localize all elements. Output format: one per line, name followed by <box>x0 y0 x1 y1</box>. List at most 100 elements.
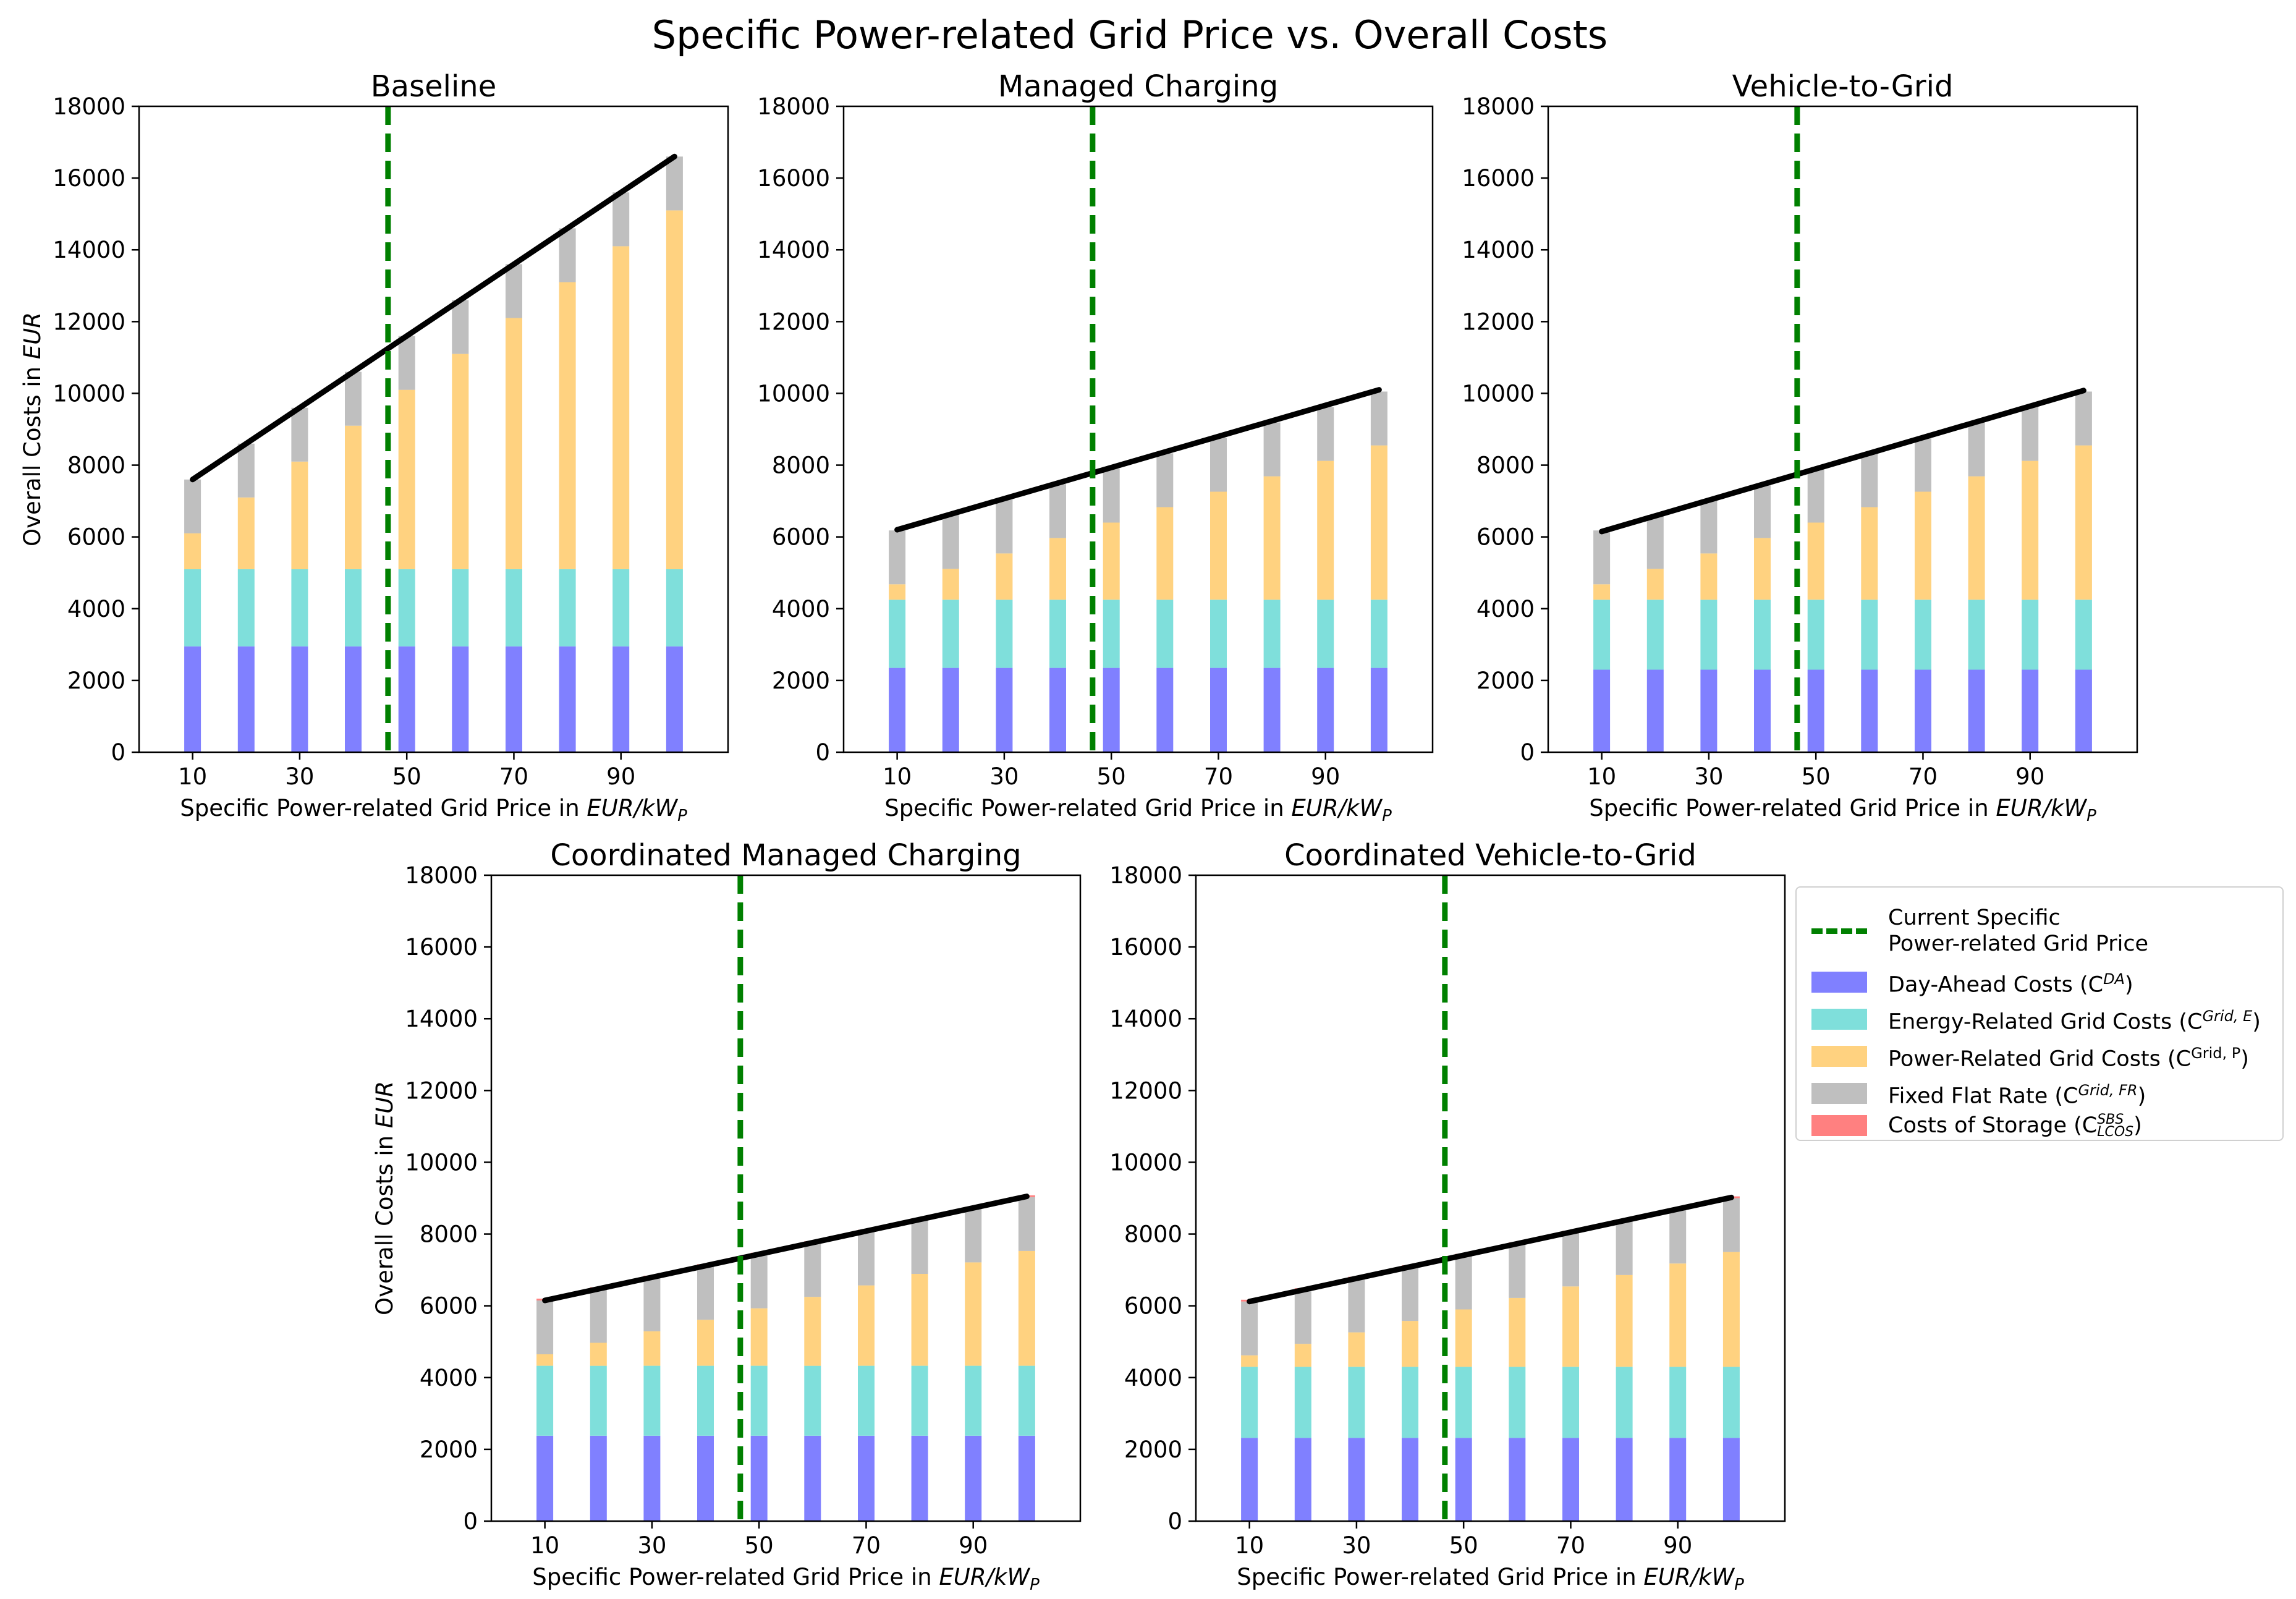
y-tick-label: 4000 <box>1124 1365 1182 1391</box>
bar-power-grid <box>559 282 576 569</box>
bar-power-grid <box>1722 1252 1740 1367</box>
y-tick-label: 8000 <box>1476 452 1535 479</box>
bar-energy-grid <box>1455 1367 1472 1438</box>
bar-fixed-flat <box>1562 1232 1579 1287</box>
total-cost-line <box>894 387 1382 533</box>
y-tick-label: 18000 <box>1462 93 1535 120</box>
bar-fixed-flat <box>184 479 201 533</box>
bar-energy-grid <box>1241 1367 1258 1438</box>
bar-fixed-flat <box>1156 453 1174 507</box>
plot-frame <box>842 105 1434 753</box>
bar-day-ahead <box>1616 1438 1633 1521</box>
figure-title: Specific Power-related Grid Price vs. Ov… <box>652 12 1608 57</box>
bar-fixed-flat <box>697 1266 714 1320</box>
bar-energy-grid <box>1317 600 1334 668</box>
bar-day-ahead <box>536 1435 554 1521</box>
bar-day-ahead <box>911 1435 928 1521</box>
x-tick-label: 50 <box>392 763 421 790</box>
legend-label-energy-grid: Energy-Related Grid Costs (CGrid, E) <box>1888 1007 2261 1035</box>
bar-power-grid <box>1370 445 1387 600</box>
bar-energy-grid <box>643 1365 661 1436</box>
legend-item-fixed-flat: Fixed Flat Rate (CGrid, FR) <box>1811 1077 2146 1109</box>
bar-energy-grid <box>858 1365 875 1436</box>
bar-fixed-flat <box>750 1254 768 1308</box>
bar-energy-grid <box>398 569 415 647</box>
bar-fixed-flat <box>2022 407 2039 461</box>
legend-swatch-fixed-flat <box>1811 1082 1867 1104</box>
bar-day-ahead <box>1018 1435 1035 1521</box>
bar-fixed-flat <box>1370 391 1387 446</box>
legend-item-storage: Costs of Storage (C SBS LCOS) <box>1811 1113 2142 1139</box>
y-tick-label: 18000 <box>53 93 125 120</box>
bar-energy-grid <box>2075 600 2092 670</box>
x-tick-label: 90 <box>1663 1532 1692 1559</box>
bar-fixed-flat <box>666 156 683 211</box>
bar-fixed-flat <box>1700 499 1718 554</box>
bar-fixed-flat <box>1968 422 1985 477</box>
panel-baseline: 0 2000 4000 6000 8000 10000 12000 14000 16000 180… <box>19 69 729 825</box>
y-tick-label: 10000 <box>1462 380 1535 407</box>
bar-power-grid <box>1754 538 1771 600</box>
bar-power-grid <box>750 1308 768 1366</box>
bar-power-grid <box>1317 460 1334 600</box>
bar-day-ahead <box>965 1435 982 1521</box>
bar-power-grid <box>1646 569 1664 600</box>
bar-power-grid <box>1348 1332 1365 1367</box>
y-tick-label: 10000 <box>1109 1149 1182 1176</box>
bar-power-grid <box>1103 522 1120 600</box>
legend-item-energy-grid: Energy-Related Grid Costs (CGrid, E) <box>1811 1003 2261 1035</box>
y-tick-label: 14000 <box>405 1006 478 1032</box>
bar-day-ahead <box>1317 668 1334 752</box>
bar-energy-grid <box>1210 600 1227 668</box>
y-axis-label: Overall Costs in EUR <box>19 312 46 546</box>
bar-power-grid <box>184 533 201 569</box>
bar-fixed-flat <box>237 443 255 498</box>
panel-title: Vehicle-to-Grid <box>1732 69 1954 104</box>
bar-power-grid <box>1241 1355 1258 1367</box>
y-tick-label: 16000 <box>53 165 125 192</box>
x-tick-label: 70 <box>499 763 528 790</box>
bar-power-grid <box>1018 1250 1035 1366</box>
y-tick-label: 18000 <box>757 93 830 120</box>
bar-power-grid <box>1700 553 1718 600</box>
bar-energy-grid <box>1754 600 1771 670</box>
bar-day-ahead <box>559 646 576 752</box>
bar-fixed-flat <box>965 1208 982 1263</box>
bar-fixed-flat <box>1348 1278 1365 1333</box>
bar-energy-grid <box>184 569 201 647</box>
bar-power-grid <box>1562 1286 1579 1367</box>
bar-energy-grid <box>291 569 308 647</box>
bar-power-grid <box>1294 1344 1311 1367</box>
bar-fixed-flat <box>506 264 522 318</box>
bar-power-grid <box>612 246 630 569</box>
bar-day-ahead <box>697 1435 714 1521</box>
y-tick-label: 16000 <box>405 934 478 961</box>
bar-day-ahead <box>1455 1438 1472 1521</box>
bar-energy-grid <box>1646 600 1664 670</box>
y-tick-label: 2000 <box>1476 668 1535 694</box>
bar-day-ahead <box>1968 669 1985 752</box>
bar-day-ahead <box>1754 669 1771 752</box>
bar-day-ahead <box>1103 668 1120 752</box>
panel-title: Managed Charging <box>998 69 1278 104</box>
x-tick-label: 50 <box>1449 1532 1478 1559</box>
bar-power-grid <box>398 389 415 569</box>
y-tick-label: 14000 <box>757 237 830 263</box>
x-tick-label: 90 <box>2015 763 2044 790</box>
bar-power-grid <box>911 1274 928 1366</box>
plot-frame <box>138 105 729 753</box>
bar-energy-grid <box>1593 600 1611 670</box>
y-tick-label: 6000 <box>772 524 830 551</box>
y-tick-label: 12000 <box>1109 1077 1182 1104</box>
bar-energy-grid <box>996 600 1013 668</box>
y-tick-label: 12000 <box>405 1077 478 1104</box>
bar-energy-grid <box>1402 1367 1418 1438</box>
bar-day-ahead <box>590 1435 607 1521</box>
bar-power-grid <box>1509 1297 1526 1367</box>
bar-power-grid <box>804 1297 821 1366</box>
bar-fixed-flat <box>1210 438 1227 492</box>
bar-fixed-flat <box>1669 1210 1687 1264</box>
x-tick-label: 90 <box>959 1532 988 1559</box>
bar-energy-grid <box>965 1365 982 1436</box>
bar-day-ahead <box>1156 668 1174 752</box>
